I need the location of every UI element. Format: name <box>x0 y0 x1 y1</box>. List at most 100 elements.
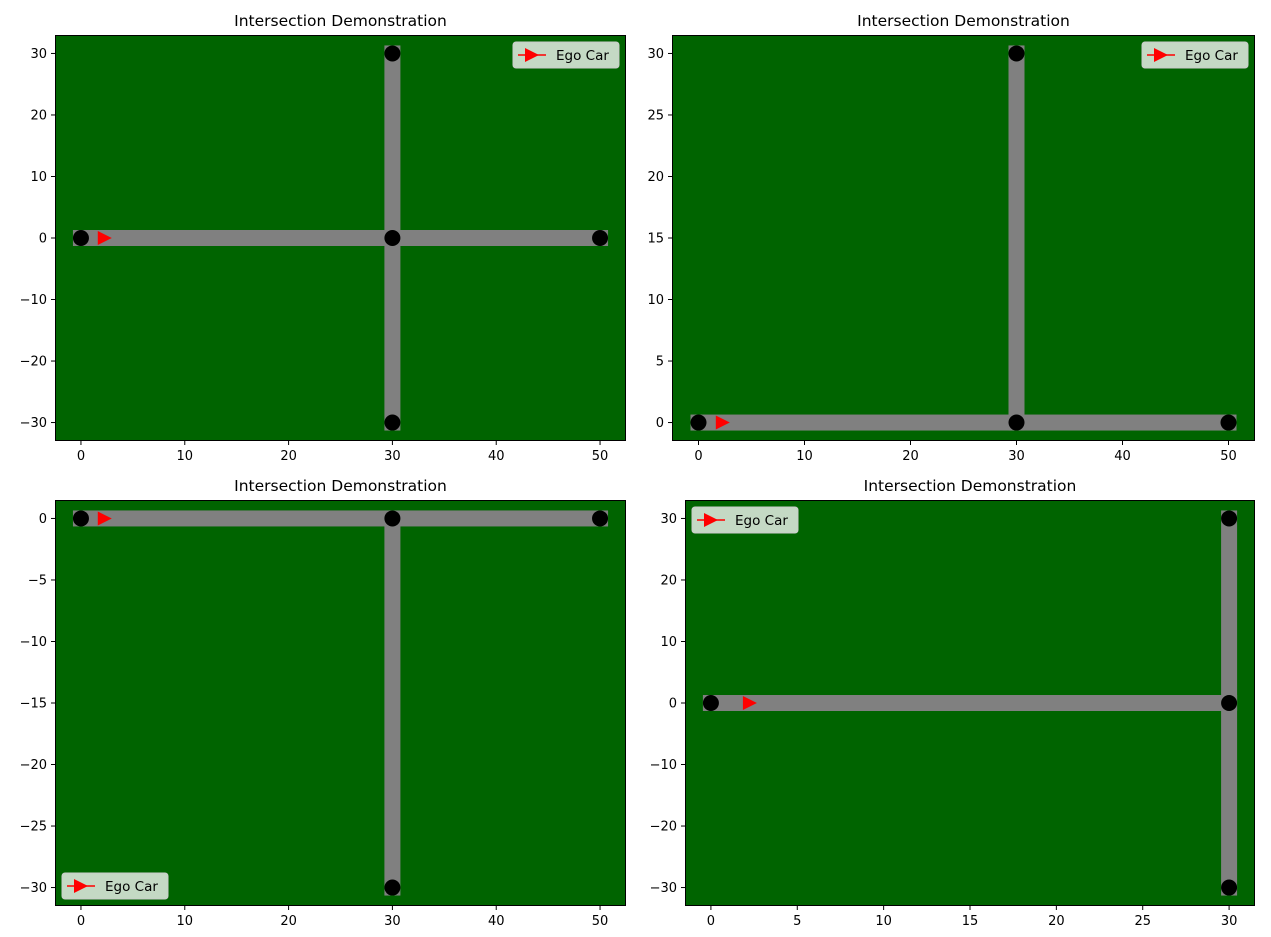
intersection-node <box>72 510 89 527</box>
legend: Ego Car <box>61 872 169 900</box>
y-tick-label: 25 <box>647 108 664 123</box>
y-tick-label: 30 <box>30 47 47 62</box>
legend-marker <box>704 513 718 527</box>
y-tick-label: 0 <box>656 416 664 431</box>
road-2 <box>1008 45 1025 431</box>
axes-frame <box>685 500 1255 906</box>
y-tick-label: −10 <box>20 635 47 650</box>
y-tick-label: 0 <box>39 512 47 527</box>
y-tick-label: 30 <box>647 47 664 62</box>
intersection-node <box>1221 879 1238 896</box>
road-1 <box>72 230 609 246</box>
ego-car-marker <box>97 511 112 526</box>
chart-title: Intersection Demonstration <box>234 477 447 495</box>
legend-box <box>61 872 169 900</box>
intersection-node <box>702 695 719 711</box>
y-tick-label: 5 <box>656 355 664 370</box>
chart-title: Intersection Demonstration <box>857 12 1070 30</box>
y-tick-label: −5 <box>28 573 47 588</box>
intersection-node <box>384 510 401 527</box>
legend: Ego Car <box>691 506 799 534</box>
x-tick-label: 10 <box>796 449 813 464</box>
intersection-node <box>592 510 609 527</box>
x-tick-label: 40 <box>488 449 505 464</box>
y-tick-label: 15 <box>647 232 664 247</box>
axes-frame <box>55 35 626 441</box>
y-tick-label: −10 <box>20 293 47 308</box>
y-tick-label: −30 <box>650 881 677 896</box>
y-tick-label: 20 <box>647 170 664 185</box>
legend-box <box>512 41 620 69</box>
x-tick-label: 50 <box>592 914 609 929</box>
legend-marker <box>74 879 88 893</box>
x-tick-label: 0 <box>77 914 85 929</box>
x-tick-label: 30 <box>384 449 401 464</box>
ego-car-marker <box>742 696 757 710</box>
y-tick-label: 10 <box>647 293 664 308</box>
x-tick-label: 40 <box>1114 449 1131 464</box>
x-tick-label: 10 <box>176 449 193 464</box>
chart-title: Intersection Demonstration <box>864 477 1077 495</box>
legend: Ego Car <box>512 41 620 69</box>
x-tick-label: 20 <box>280 449 297 464</box>
plot-background <box>672 35 1255 441</box>
y-tick-label: −20 <box>20 758 47 773</box>
intersection-node <box>1008 45 1025 62</box>
x-tick-label: 20 <box>280 914 297 929</box>
road-1 <box>702 695 1238 711</box>
x-tick-label: 20 <box>1048 914 1065 929</box>
intersection-node <box>592 230 609 246</box>
x-tick-label: 30 <box>1008 449 1025 464</box>
legend-label: Ego Car <box>556 48 609 64</box>
intersection-node <box>1220 414 1237 431</box>
axes-frame <box>672 35 1255 441</box>
y-tick-label: −30 <box>20 881 47 896</box>
legend-label: Ego Car <box>735 513 788 529</box>
x-tick-label: 10 <box>176 914 193 929</box>
y-tick-label: 10 <box>660 635 677 650</box>
y-tick-label: 20 <box>660 573 677 588</box>
road-2 <box>384 510 401 896</box>
legend-label: Ego Car <box>1185 48 1238 64</box>
x-tick-label: 0 <box>707 914 715 929</box>
road-1 <box>690 414 1237 431</box>
plot-background <box>55 500 626 906</box>
y-tick-label: 10 <box>30 170 47 185</box>
subplot-2: 0 10 20 30 40 50 0 5 10 15 20 25 30 Intersection Demo… <box>647 12 1255 464</box>
legend-label: Ego Car <box>105 879 158 895</box>
y-tick-label: 0 <box>669 697 677 712</box>
legend: Ego Car <box>1141 41 1249 69</box>
x-tick-label: 5 <box>793 914 801 929</box>
intersection-node <box>72 230 89 246</box>
y-tick-label: 20 <box>30 108 47 123</box>
road-1 <box>72 510 609 527</box>
x-tick-label: 10 <box>875 914 892 929</box>
intersection-node <box>690 414 707 431</box>
x-tick-label: 20 <box>902 449 919 464</box>
x-tick-label: 25 <box>1134 914 1151 929</box>
y-tick-label: −30 <box>20 416 47 431</box>
x-tick-label: 30 <box>384 914 401 929</box>
y-tick-label: −10 <box>650 758 677 773</box>
subplot-4: 0 5 10 15 20 25 30 −30 −20 −10 0 10 20 30 Intersection… <box>650 477 1255 929</box>
intersection-node <box>384 45 401 62</box>
y-tick-label: 30 <box>660 512 677 527</box>
intersection-node <box>1008 414 1025 431</box>
ego-car-marker <box>97 231 112 245</box>
x-tick-label: 0 <box>77 449 85 464</box>
y-tick-label: −15 <box>20 697 47 712</box>
y-tick-label: 0 <box>39 232 47 247</box>
legend-box <box>1141 41 1249 69</box>
ego-car-marker <box>715 415 730 430</box>
y-tick-label: −20 <box>650 820 677 835</box>
subplot-3: 0 10 20 30 40 50 −30 −25 −20 −15 −10 −5 0 Intersectio… <box>20 477 626 929</box>
intersection-node <box>384 230 401 246</box>
x-tick-label: 0 <box>694 449 702 464</box>
y-tick-label: −25 <box>20 820 47 835</box>
axes-frame <box>55 500 626 906</box>
legend-marker <box>525 48 539 62</box>
intersection-node <box>1221 510 1238 527</box>
x-tick-label: 50 <box>1220 449 1237 464</box>
x-tick-label: 40 <box>488 914 505 929</box>
